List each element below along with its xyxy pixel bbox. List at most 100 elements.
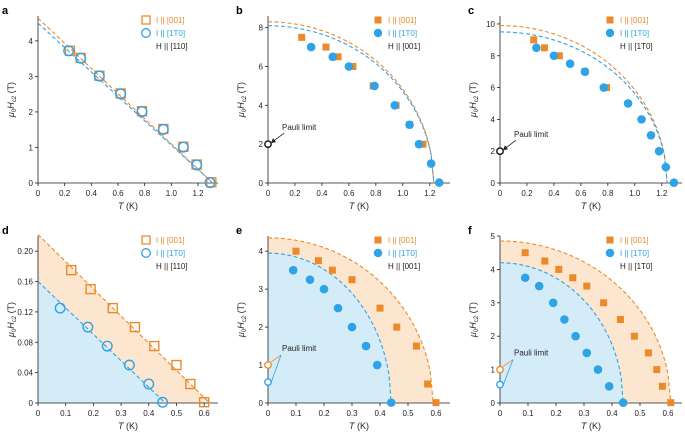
panel-f: 0 0.1 0.2 0.3 0.4 0.5 0.6 0 1 2 3 4 5 T (K) μ0Hc2 (T) P… <box>468 225 682 431</box>
x-tick-label: 0.6 <box>662 409 674 418</box>
x-tick-label: 0 <box>36 409 41 418</box>
x-tick-label: 0.3 <box>346 409 358 418</box>
data-point-orange <box>412 342 420 350</box>
y-tick-label: 6 <box>491 84 496 93</box>
data-point-orange <box>66 264 77 276</box>
data-point-orange <box>616 316 624 323</box>
y-tick-label: 0 <box>491 179 496 188</box>
fit-curve-blue <box>499 31 668 184</box>
x-tick-label: 0.1 <box>290 409 302 418</box>
x-tick-label: 0.1 <box>60 409 72 418</box>
data-point-blue <box>75 52 87 64</box>
data-point-blue <box>370 81 379 91</box>
legend-field-direction: H || [001] <box>388 262 420 271</box>
data-point-blue <box>390 101 400 110</box>
data-point-orange <box>322 43 330 51</box>
data-point-blue <box>157 396 169 408</box>
data-point-blue <box>328 52 338 62</box>
x-tick-label: 0.4 <box>606 409 618 418</box>
data-point-blue <box>618 398 628 407</box>
legend-field-direction: H || [1T0] <box>620 262 653 271</box>
pauli-arrow <box>270 354 282 384</box>
data-point-blue <box>599 83 609 92</box>
data-point-blue <box>604 382 614 391</box>
pauli-arrow <box>502 359 514 386</box>
data-point-blue <box>305 275 315 284</box>
data-point-orange <box>376 304 384 312</box>
x-axis-label: T (K) <box>581 421 601 431</box>
pauli-limit-point <box>264 378 272 387</box>
y-tick-label: 3 <box>491 299 496 308</box>
data-point-blue <box>565 59 575 69</box>
y-tick-label: 4 <box>259 247 264 256</box>
data-point-blue <box>319 284 329 294</box>
pauli-limit-label: Pauli limit <box>514 349 549 358</box>
data-point-orange <box>644 349 652 357</box>
pauli-limit-point <box>496 380 504 389</box>
shade-blue <box>268 253 392 403</box>
data-point-blue <box>54 302 66 314</box>
x-tick-label: 0 <box>36 189 41 198</box>
data-point-orange <box>555 265 563 273</box>
panel-c: 0 0.2 0.4 0.6 0.8 1.0 1.2 0 2 4 6 8 10 T (K) μ0Hc2 (T)… <box>468 5 682 211</box>
pauli-arrowhead <box>271 138 276 144</box>
data-point-blue <box>593 365 603 374</box>
legend-marker-blue <box>373 28 383 38</box>
x-tick-label: 0.8 <box>139 189 151 198</box>
data-point-orange <box>129 321 141 333</box>
data-point-blue <box>386 398 396 407</box>
panel-a: 0 0.2 0.4 0.6 0.8 1.0 1.2 0 1 2 3 4 T (K) μ0Hc2 (T) I … <box>2 5 218 211</box>
y-axis-label: μ0Hc2 (T) <box>468 302 480 338</box>
data-point-orange <box>85 283 96 295</box>
data-point-orange <box>198 397 210 408</box>
y-tick-label: 2 <box>259 140 264 149</box>
y-tick-label: 0.08 <box>17 338 33 347</box>
data-point-orange <box>334 53 342 61</box>
data-point-orange <box>541 257 549 265</box>
y-tick-label: 0 <box>29 179 34 188</box>
y-tick-label: 0 <box>259 179 264 188</box>
data-point-blue <box>623 99 633 108</box>
y-tick-label: 1 <box>259 361 264 370</box>
data-point-blue <box>405 120 414 130</box>
pauli-arrow <box>502 359 514 367</box>
legend-marker-blue <box>373 248 383 258</box>
pauli-limit-label: Pauli limit <box>282 344 317 353</box>
x-tick-label: 0.2 <box>318 409 330 418</box>
legend-field-direction: H || [1T0] <box>620 42 653 51</box>
x-tick-label: 0.2 <box>289 189 301 198</box>
legend-marker-orange <box>374 236 382 244</box>
x-tick-label: 0 <box>498 189 503 198</box>
y-tick-label: 8 <box>491 52 496 61</box>
y-axis-label: μ0Hc2 (T) <box>236 302 248 338</box>
x-tick-label: 0.4 <box>548 189 560 198</box>
x-tick-label: 0.2 <box>59 189 71 198</box>
data-point-orange <box>555 52 563 60</box>
panel-b: 0 0.2 0.4 0.6 0.8 1.0 1.2 0 2 4 6 8 T (K) μ0Hc2 (T) Pa… <box>236 5 450 211</box>
y-tick-label: 2 <box>491 147 496 156</box>
x-tick-label: 0.6 <box>575 189 587 198</box>
x-tick-label: 0 <box>498 409 503 418</box>
fit-curve-blue <box>499 262 624 404</box>
data-point-blue <box>93 70 105 82</box>
data-point-blue <box>571 331 580 341</box>
data-point-blue <box>344 62 354 71</box>
y-tick-label: 3 <box>29 72 34 81</box>
data-point-blue <box>101 340 113 352</box>
x-tick-label: 0.6 <box>112 189 124 198</box>
data-point-blue <box>333 303 343 313</box>
y-tick-label: 0.12 <box>17 308 33 317</box>
fit-curve-orange <box>37 234 211 404</box>
legend-entry: I || [1T0] <box>388 249 417 258</box>
x-tick-label: 1.2 <box>424 189 436 198</box>
legend-marker-blue <box>605 28 615 38</box>
data-point-blue <box>549 51 559 61</box>
y-tick-label: 0.20 <box>17 247 33 256</box>
data-point-blue <box>426 159 436 168</box>
panel-d: 0 0.1 0.2 0.3 0.4 0.5 0.6 0 0.04 0.08 0.12 0.16 0.20… <box>2 225 218 431</box>
data-point-orange <box>292 247 300 255</box>
data-point-blue <box>582 348 592 358</box>
y-tick-label: 4 <box>29 37 34 46</box>
data-point-blue <box>637 115 646 124</box>
y-axis-label: μ0Hc2 (T) <box>6 302 18 338</box>
